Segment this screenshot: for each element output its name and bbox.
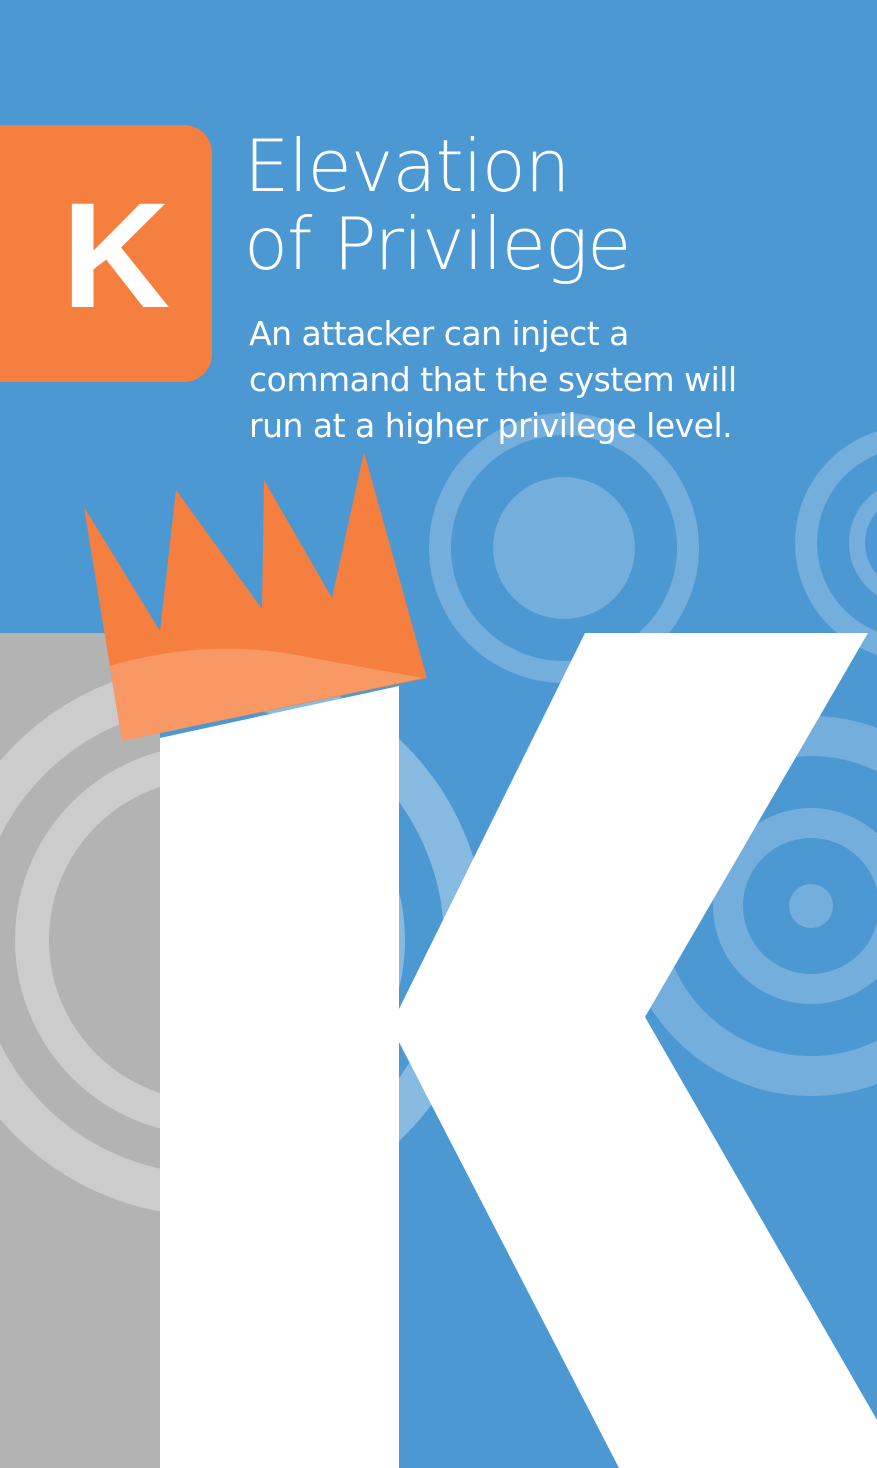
gray-panel	[0, 633, 160, 1468]
card-title-line: of Privilege	[244, 202, 631, 286]
concentric-circles-icon	[795, 431, 877, 655]
crowned-letter-k-icon	[84, 452, 877, 1468]
concentric-circles-icon	[429, 413, 699, 683]
card-title-line: Elevation	[244, 124, 570, 208]
card-description-line: An attacker can inject a	[249, 314, 629, 353]
rank-badge: K	[0, 125, 212, 382]
card-description-line: run at a higher privilege level.	[249, 406, 733, 445]
crown-icon	[84, 452, 427, 741]
card-description-line: command that the system will	[249, 360, 737, 399]
card-description: An attacker can inject a command that th…	[249, 311, 829, 449]
card-title: Elevation of Privilege	[244, 127, 844, 283]
rank-letter: K	[61, 170, 171, 339]
